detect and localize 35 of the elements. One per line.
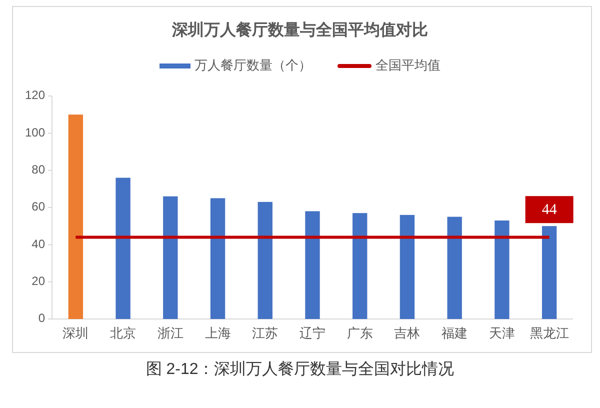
y-tick-label: 100 [24,125,46,140]
bar [305,211,320,319]
y-tick-label: 40 [32,236,46,251]
bar [163,196,178,319]
bar [258,202,272,319]
data-label: 44 [542,202,558,218]
chart-title: 深圳万人餐厅数量与全国平均值对比 [171,21,428,40]
y-tick-label: 120 [24,88,46,102]
x-tick-label: 上海 [204,325,231,340]
bar [68,114,84,319]
x-tick-label: 浙江 [157,325,184,340]
x-tick-label: 吉林 [394,325,420,340]
bar [494,220,510,319]
bar [210,198,226,319]
bar [352,213,368,319]
caption: 图 2-12：深圳万人餐厅数量与全国对比情况 [146,360,454,378]
legend-label: 万人餐厅数量（个） [194,57,312,72]
data-label: 44 [525,196,574,224]
x-tick-label: 江苏 [252,325,278,340]
y-tick-label: 0 [38,311,46,326]
x-tick-label: 辽宁 [300,325,326,340]
bar [447,216,462,319]
x-tick-label: 深圳 [62,325,89,340]
y-tick-label: 60 [32,200,46,214]
x-tick-label: 黑龙江 [530,325,569,340]
x-tick-label: 广东 [346,325,373,340]
bar [116,178,130,319]
x-tick-label: 天津 [488,325,515,340]
bar [542,226,557,319]
y-tick-label: 80 [32,162,46,177]
legend-label: 全国平均值 [376,57,440,72]
x-tick-label: 福建 [442,325,468,340]
bar [400,214,415,319]
y-tick-label: 20 [32,274,46,288]
x-tick-label: 北京 [110,325,136,340]
